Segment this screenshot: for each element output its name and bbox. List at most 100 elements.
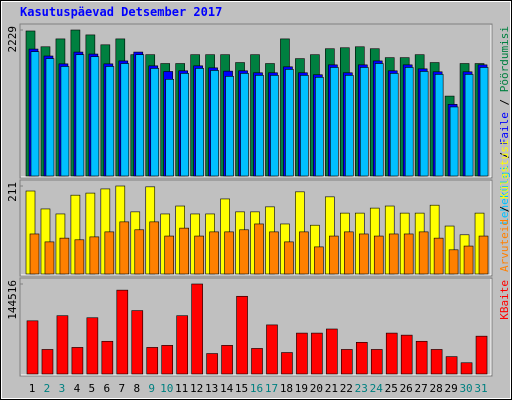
x-tick-label: 19 xyxy=(295,382,308,395)
bar xyxy=(311,332,323,375)
bar xyxy=(430,349,443,375)
bar xyxy=(89,236,100,275)
bar xyxy=(281,352,293,375)
x-tick-label: 24 xyxy=(370,382,384,395)
bar xyxy=(388,233,399,275)
bar xyxy=(41,349,54,375)
bar xyxy=(30,51,40,177)
bar xyxy=(75,54,85,177)
bar xyxy=(464,74,474,177)
bar xyxy=(224,231,234,275)
bar xyxy=(116,289,129,375)
bar xyxy=(374,63,384,177)
x-tick-label: 18 xyxy=(280,382,293,395)
bar xyxy=(315,77,324,177)
bar xyxy=(330,67,339,177)
bar xyxy=(460,362,473,375)
x-tick-label: 9 xyxy=(148,382,155,395)
bar xyxy=(355,341,368,375)
bar xyxy=(296,332,308,375)
legend-separator: / xyxy=(498,145,511,165)
y-tick-label: 211 xyxy=(6,182,19,202)
x-tick-label: 14 xyxy=(220,382,234,395)
bar xyxy=(209,231,219,275)
x-tick-label: 4 xyxy=(74,382,81,395)
bar xyxy=(299,231,309,275)
bar xyxy=(266,324,278,375)
x-tick-label: 17 xyxy=(265,382,278,395)
bar xyxy=(373,235,384,275)
bar xyxy=(44,241,55,275)
x-tick-label: 6 xyxy=(104,382,111,395)
x-tick-label: 28 xyxy=(430,382,443,395)
bar xyxy=(29,233,40,275)
x-tick-label: 16 xyxy=(250,382,263,395)
bar xyxy=(433,237,444,275)
bar xyxy=(120,63,130,177)
bar xyxy=(165,79,175,177)
bar xyxy=(135,54,145,177)
bar xyxy=(479,67,489,177)
bar xyxy=(90,56,100,177)
x-tick-label: 3 xyxy=(59,382,66,395)
legend-entry: Arvuteid xyxy=(498,219,511,272)
bar xyxy=(463,245,474,275)
bar xyxy=(131,310,144,375)
y-tick-label: 2229 xyxy=(6,26,19,53)
legend: KBaite xyxy=(498,280,511,320)
bar xyxy=(119,221,130,275)
x-tick-label: 13 xyxy=(205,382,218,395)
x-tick-label: 10 xyxy=(160,382,173,395)
bar xyxy=(329,235,339,275)
bar xyxy=(269,231,279,275)
bar xyxy=(26,320,39,375)
bar xyxy=(45,58,55,177)
bar xyxy=(146,347,159,375)
x-tick-label: 29 xyxy=(444,382,457,395)
bar xyxy=(418,231,429,275)
bar xyxy=(176,315,188,375)
legend-separator: / xyxy=(498,199,511,219)
bar xyxy=(434,74,444,177)
bar xyxy=(210,70,219,177)
bar xyxy=(445,356,458,375)
bar xyxy=(60,66,70,177)
bar xyxy=(300,75,309,177)
bar xyxy=(149,221,160,275)
x-tick-label: 26 xyxy=(400,382,413,395)
bar xyxy=(56,315,69,375)
bar xyxy=(86,317,99,375)
legend-entry: Külastusi xyxy=(498,140,511,200)
bar xyxy=(284,241,294,275)
x-tick-label: 30 xyxy=(459,382,472,395)
bar xyxy=(236,295,248,375)
bar xyxy=(206,353,218,375)
bar xyxy=(191,283,203,375)
bar xyxy=(134,229,145,275)
bar xyxy=(285,69,294,177)
bar xyxy=(150,68,160,177)
bar xyxy=(161,345,174,375)
bar xyxy=(475,335,488,375)
bar xyxy=(359,67,369,177)
bar xyxy=(74,239,85,275)
legend-entry: Pöördumisi xyxy=(498,26,511,92)
bar xyxy=(415,340,428,375)
x-tick-label: 11 xyxy=(175,382,188,395)
bar xyxy=(254,223,264,275)
x-tick-label: 8 xyxy=(133,382,140,395)
bar xyxy=(164,235,175,275)
legend-entry: Faile xyxy=(498,112,511,145)
bar xyxy=(326,328,338,375)
bar xyxy=(251,348,263,375)
bar xyxy=(221,345,233,375)
bar xyxy=(225,76,234,177)
x-tick-label: 31 xyxy=(474,382,487,395)
x-tick-label: 12 xyxy=(190,382,203,395)
bar xyxy=(389,73,399,177)
bar xyxy=(344,231,354,275)
x-tick-label: 20 xyxy=(310,382,323,395)
y-tick-label: 144516 xyxy=(6,280,19,320)
bar xyxy=(449,106,459,177)
